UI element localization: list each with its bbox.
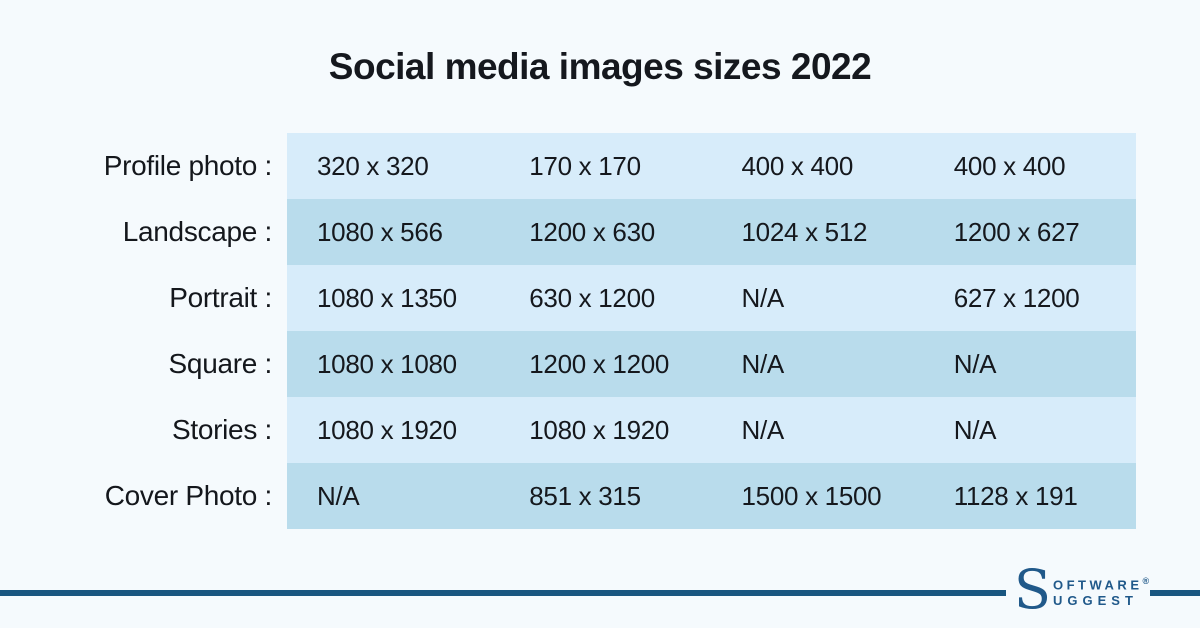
row-cells: 1080 x 566 1200 x 630 1024 x 512 1200 x … [287, 199, 1136, 265]
table-cell: N/A [317, 480, 360, 511]
table-cell: 1200 x 630 [529, 216, 655, 247]
table-cell: 1200 x 1200 [529, 348, 670, 379]
table-cell: 400 x 400 [741, 150, 854, 181]
row-label: Cover Photo : [104, 480, 273, 511]
softwaresuggest-logo: S OFTWARE® UGGEST [1014, 558, 1149, 621]
row-label: Landscape : [122, 216, 273, 247]
table-row-profile-photo: Profile photo : 320 x 320 170 x 170 400 … [0, 133, 1136, 199]
table-row-landscape: Landscape : 1080 x 566 1200 x 630 1024 x… [0, 199, 1136, 265]
table-cell: 320 x 320 [317, 150, 429, 181]
table-cell: 1080 x 1350 [317, 282, 457, 313]
row-label: Stories : [171, 414, 272, 445]
logo-wordmark-top: OFTWARE® [1053, 576, 1150, 593]
table-cell: N/A [741, 414, 785, 445]
table-cell: 627 x 1200 [953, 282, 1080, 313]
footer-rule-left [0, 590, 1006, 596]
table-row-square: Square : 1080 x 1080 1200 x 1200 N/A N/A [0, 331, 1136, 397]
table-cell: 1080 x 1080 [317, 348, 457, 379]
table-row-cover-photo: Cover Photo : N/A 851 x 315 1500 x 1500 … [0, 463, 1136, 529]
table-cell: 1080 x 1920 [317, 414, 457, 445]
table-cell: 170 x 170 [529, 150, 641, 181]
table-cell: 1200 x 627 [953, 216, 1080, 247]
row-label: Square : [168, 348, 273, 379]
table-cell: 630 x 1200 [529, 282, 655, 313]
logo-text: OFTWARE® UGGEST [1053, 574, 1149, 607]
table-cell: 1080 x 566 [317, 216, 443, 247]
table-cell: 1024 x 512 [741, 216, 868, 247]
footer-rule-right [1150, 590, 1200, 596]
row-cells: 1080 x 1350 630 x 1200 N/A 627 x 1200 [287, 265, 1136, 331]
table-cell: N/A [953, 414, 997, 445]
table-cell: 1080 x 1920 [529, 414, 670, 445]
row-label: Portrait : [169, 282, 272, 313]
table-row-stories: Stories : 1080 x 1920 1080 x 1920 N/A N/… [0, 397, 1136, 463]
table-cell: N/A [741, 348, 785, 379]
table-cell: 1128 x 191 [953, 480, 1078, 511]
logo-wordmark-bottom: UGGEST [1053, 592, 1138, 608]
table-cell: N/A [953, 348, 997, 379]
row-label: Profile photo : [103, 150, 273, 181]
table-row-portrait: Portrait : 1080 x 1350 630 x 1200 N/A 62… [0, 265, 1136, 331]
row-cells: 320 x 320 170 x 170 400 x 400 400 x 400 [287, 133, 1136, 199]
page-title: Social media images sizes 2022 [328, 46, 872, 87]
row-cells: N/A 851 x 315 1500 x 1500 1128 x 191 [287, 463, 1136, 529]
table-cell: 1500 x 1500 [741, 480, 882, 511]
registered-mark: ® [1142, 576, 1150, 587]
logo-initial: S [1014, 558, 1051, 621]
table-cell: 400 x 400 [953, 150, 1066, 181]
table-cell: 851 x 315 [529, 480, 641, 511]
sizes-table: Profile photo : 320 x 320 170 x 170 400 … [0, 133, 1136, 529]
table-cell: N/A [741, 282, 785, 313]
row-cells: 1080 x 1080 1200 x 1200 N/A N/A [287, 331, 1136, 397]
row-cells: 1080 x 1920 1080 x 1920 N/A N/A [287, 397, 1136, 463]
